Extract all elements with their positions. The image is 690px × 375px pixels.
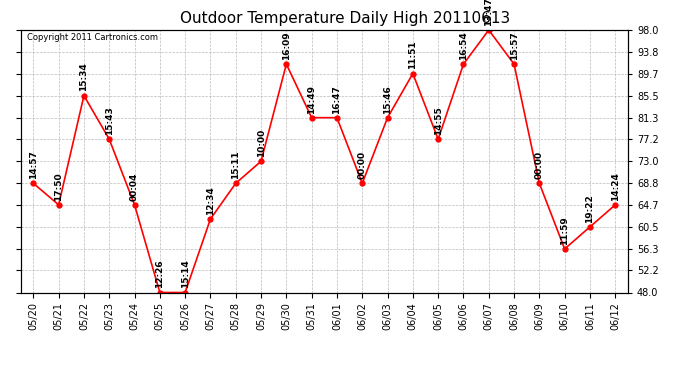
Text: 14:55: 14:55 — [433, 106, 443, 135]
Text: 11:51: 11:51 — [408, 41, 417, 69]
Text: 16:09: 16:09 — [282, 32, 291, 60]
Text: 10:00: 10:00 — [257, 129, 266, 157]
Text: Copyright 2011 Cartronics.com: Copyright 2011 Cartronics.com — [27, 33, 158, 42]
Text: 14:49: 14:49 — [307, 84, 316, 114]
Text: 16:54: 16:54 — [459, 31, 468, 60]
Text: 17:50: 17:50 — [54, 172, 63, 201]
Text: 14:57: 14:57 — [29, 150, 38, 179]
Text: 15:43: 15:43 — [105, 106, 114, 135]
Text: 00:00: 00:00 — [535, 151, 544, 179]
Text: 14:24: 14:24 — [611, 172, 620, 201]
Text: 00:00: 00:00 — [357, 151, 367, 179]
Text: 15:14: 15:14 — [181, 260, 190, 288]
Text: 13:47: 13:47 — [484, 0, 493, 26]
Text: 15:11: 15:11 — [231, 150, 240, 179]
Text: 12:34: 12:34 — [206, 186, 215, 215]
Text: 12:26: 12:26 — [155, 260, 164, 288]
Text: 16:47: 16:47 — [333, 85, 342, 114]
Text: 00:04: 00:04 — [130, 172, 139, 201]
Text: 15:57: 15:57 — [509, 31, 519, 60]
Text: 11:59: 11:59 — [560, 216, 569, 245]
Text: 15:34: 15:34 — [79, 63, 88, 92]
Text: 19:22: 19:22 — [585, 194, 595, 223]
Text: 15:46: 15:46 — [383, 85, 392, 114]
Text: Outdoor Temperature Daily High 20110613: Outdoor Temperature Daily High 20110613 — [180, 11, 510, 26]
